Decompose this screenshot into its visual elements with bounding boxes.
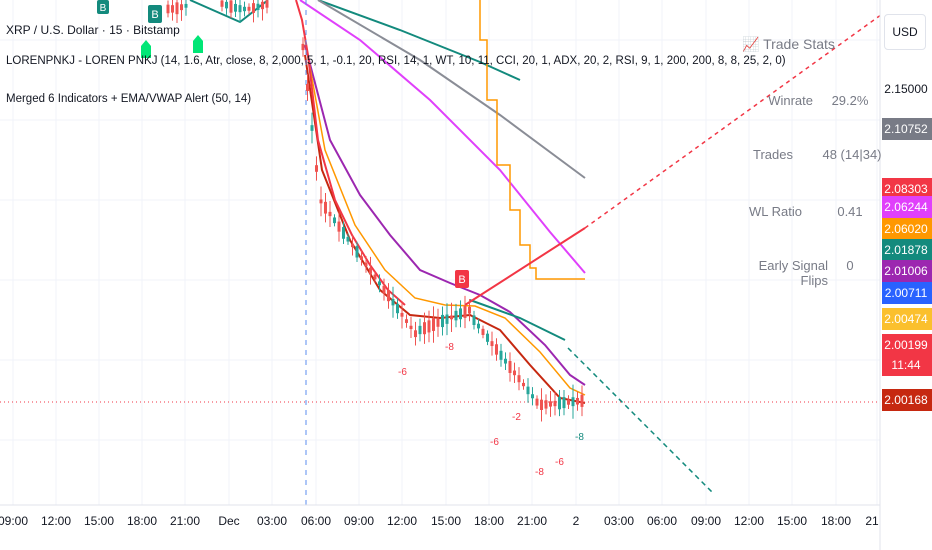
sell-projection-dashed [584, 11, 886, 229]
brown-ma-line [304, 54, 586, 404]
trade-stats-header: 📈 Trade Stats [742, 36, 835, 53]
step-orange-line [479, 0, 585, 280]
symbol-title[interactable]: XRP / U.S. Dollar · 15 · Bitstamp [6, 23, 180, 37]
stat-wlratio-value: 0.41 [837, 204, 863, 219]
bar-label: -2 [512, 412, 521, 423]
teal-trend-segment [469, 299, 566, 341]
buy-arrow-icon [193, 35, 203, 53]
bar-label: -6 [555, 457, 564, 468]
red-fast-line [295, 0, 406, 306]
time-axis-label: 21:00 [170, 514, 200, 528]
time-axis-label: 03:00 [604, 514, 634, 528]
price-label: 2.15000 [884, 82, 928, 96]
time-axis-label: 12:00 [387, 514, 417, 528]
price-tag [882, 239, 932, 261]
time-axis-label: 18:00 [127, 514, 157, 528]
time-axis-label: 06:00 [647, 514, 677, 528]
price-tag-value: 2.00474 [884, 312, 928, 326]
sma-gray-line [317, 0, 586, 179]
indicator-legend-loren[interactable]: LORENPNKJ - LOREN PNKJ (14, 1.6, Atr, cl… [6, 55, 786, 67]
stat-earlyflips-value: 0 [846, 258, 854, 273]
time-axis-label: 09:00 [691, 514, 721, 528]
buy-signal-label: B [151, 9, 158, 21]
price-axis[interactable]: 2.15000 2.10752 2.08303 2.06244 2.06020 2.018… [879, 0, 932, 550]
bar-label: -8 [575, 432, 584, 443]
svg-text:B: B [458, 274, 465, 286]
bar-label: -6 [490, 437, 499, 448]
indicator-lines [189, 0, 586, 404]
buy-arrow-icon [141, 40, 151, 58]
ema-teal-line-2 [317, 0, 521, 81]
time-axis-label: 09:00 [344, 514, 374, 528]
stat-earlyflips-label: Early Signal Flips [758, 258, 828, 288]
price-tag [882, 334, 932, 376]
price-tag [882, 178, 932, 200]
price-tag [882, 218, 932, 240]
svg-text:B: B [100, 3, 107, 14]
stat-trades-value: 48 (14|34) [822, 147, 882, 162]
price-tag [882, 196, 932, 218]
price-tag [882, 282, 932, 304]
stat-trades-label: Trades [753, 147, 793, 162]
stat-wlratio-label: WL Ratio [749, 204, 802, 219]
price-tag [882, 389, 932, 411]
price-tag-value: 2.06020 [884, 222, 928, 236]
sell-projection-solid [464, 227, 586, 306]
price-tag-value: 2.08303 [884, 182, 928, 196]
sell-signal-marker: B [455, 270, 469, 288]
chart-grid [0, 0, 880, 505]
price-tag-value: 2.01878 [884, 243, 928, 257]
time-axis-label: 18:00 [821, 514, 851, 528]
time-axis-label: 15:00 [84, 514, 114, 528]
buy-projection-dashed [567, 347, 713, 493]
price-tag-value: 2.06244 [884, 200, 928, 214]
time-axis-label: 12:00 [41, 514, 71, 528]
time-axis[interactable]: 09:00 12:00 15:00 18:00 21:00 Dec 03:00 06:00 09… [0, 504, 889, 528]
chart-up-icon: 📈 [742, 36, 760, 52]
time-axis-label: 21:00 [517, 514, 547, 528]
price-tag-value: 2.01006 [884, 264, 928, 278]
price-tag [882, 260, 932, 282]
time-axis-label: 15:00 [777, 514, 807, 528]
bar-label: -8 [445, 342, 454, 353]
time-axis-label: 12:00 [734, 514, 764, 528]
price-tag [882, 308, 932, 330]
stat-winrate-label: Winrate [768, 93, 813, 108]
candles [166, 0, 584, 422]
stat-winrate-value: 29.2% [831, 93, 869, 108]
vwap-pink-line [299, 0, 586, 274]
time-axis-label: 03:00 [257, 514, 287, 528]
countdown-timer: 11:44 [891, 358, 920, 372]
time-axis-label: 18:00 [474, 514, 504, 528]
signal-markers: B B B -6 -8 -6 -8 -6 -2 -8 [97, 0, 584, 478]
purple-ma-line [304, 44, 586, 386]
indicator-legend-merged[interactable]: Merged 6 Indicators + EMA/VWAP Alert (50… [6, 93, 252, 105]
time-axis-label: 06:00 [301, 514, 331, 528]
buy-signal-marker-2: B [97, 0, 109, 14]
time-axis-label: 09:00 [0, 514, 28, 528]
bar-label: -6 [398, 367, 407, 378]
buy-signal-marker: B [148, 5, 162, 23]
price-tag-value: 2.00199 [884, 338, 928, 352]
price-tag [882, 118, 932, 140]
time-axis-label: 15:00 [431, 514, 461, 528]
time-axis-label: 2 [573, 514, 580, 528]
time-axis-label: Dec [218, 514, 239, 528]
trade-stats-title: Trade Stats [763, 36, 835, 52]
price-tag-value: 2.00168 [884, 393, 928, 407]
orange-ma-line [304, 39, 586, 396]
currency-selector[interactable]: USD [884, 14, 926, 50]
bar-label: -8 [535, 467, 544, 478]
price-tag-value: 2.10752 [884, 122, 928, 136]
price-tag-value: 2.00711 [885, 286, 928, 300]
